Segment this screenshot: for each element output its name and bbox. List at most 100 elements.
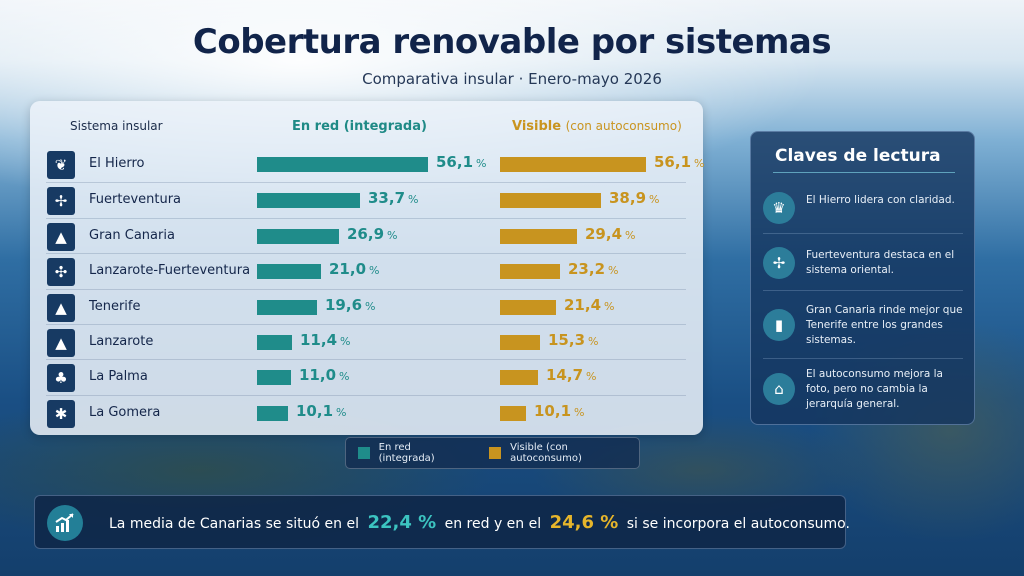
- bar-grid: [257, 157, 428, 172]
- bar-grid: [257, 228, 339, 244]
- data-label-visible: 15,3%: [548, 331, 598, 349]
- bar-grid: [257, 193, 360, 209]
- mountain-icon: ▲: [47, 222, 75, 251]
- data-label-unit: %: [340, 335, 351, 348]
- data-label-value: 19,6: [325, 295, 363, 314]
- bar-visible: [500, 299, 556, 315]
- data-label-visible: 23,2%: [568, 260, 618, 278]
- data-label-value: 56,1: [654, 153, 692, 171]
- data-label-grid: 56,1%: [436, 153, 486, 171]
- data-label-visible: 38,9%: [609, 189, 659, 207]
- legend-swatch-grid: [358, 447, 370, 459]
- summary-value-grid: 22,4 %: [367, 512, 437, 533]
- legend-item-grid: En red (integrada): [358, 442, 467, 464]
- chart-row: ✣ Lanzarote-Fuerteventura 21,0% 23,2%: [46, 253, 686, 288]
- key-insight-text: El autoconsumo mejora la foto, pero no c…: [806, 367, 943, 410]
- key-insight-item: ▮ Gran Canaria rinde mejor que Tenerife e…: [763, 290, 963, 358]
- chart-row: ✱ La Gomera 10,1% 10,1%: [46, 394, 686, 430]
- data-label-unit: %: [365, 299, 376, 313]
- summary-banner: La media de Canarias se situó en el 22,4…: [34, 495, 850, 549]
- data-label-grid: 19,6%: [325, 296, 375, 314]
- data-label-value: 10,1: [296, 401, 334, 420]
- pine-tree-icon: ♣: [47, 364, 75, 393]
- summary-value-visible: 24,6 %: [549, 512, 619, 533]
- category-label: Tenerife: [89, 298, 141, 314]
- data-label-unit: %: [336, 405, 347, 419]
- volcano-icon: ▲: [47, 329, 75, 357]
- solar-house-icon: ⌂: [763, 373, 795, 405]
- data-label-visible: 29,4%: [585, 225, 635, 243]
- data-label-grid: 33,7%: [368, 189, 418, 207]
- key-insight-text: Fuerteventura destaca en el sistema orie…: [806, 248, 955, 276]
- summary-text-c: si se incorpora el autoconsumo.: [626, 516, 850, 532]
- data-label-value: 11,0: [299, 366, 337, 385]
- page-subtitle: Comparativa insular · Enero-mayo 2026: [362, 70, 662, 88]
- bar-visible: [500, 335, 540, 350]
- summary-text-b: en red y en el: [444, 516, 542, 532]
- category-label: El Hierro: [89, 156, 145, 171]
- key-insight-item: ✢ Fuerteventura destaca en el sistema ori…: [763, 233, 963, 290]
- data-label-unit: %: [586, 370, 597, 384]
- data-label-visible: 14,7%: [546, 366, 596, 384]
- chart-row: ❦ El Hierro 56,1% 56,1%: [46, 147, 704, 182]
- column-header-grid: En red (integrada): [292, 119, 427, 134]
- summary-text: La media de Canarias se situó en el 22,4…: [109, 512, 850, 533]
- data-label-unit: %: [608, 264, 619, 278]
- chart-row: ▲ Gran Canaria 26,9% 29,4%: [46, 217, 686, 253]
- legend-item-visible: Visible (con autoconsumo): [489, 442, 639, 464]
- data-label-unit: %: [408, 193, 419, 207]
- data-label-unit: %: [369, 264, 380, 278]
- chart-row: ♣ La Palma 11,0% 14,7%: [46, 359, 686, 394]
- category-label: Fuerteventura: [89, 192, 182, 208]
- bar-visible: [500, 405, 526, 421]
- bar-grid: [257, 405, 288, 421]
- data-label-visible: 56,1%: [654, 153, 704, 171]
- data-label-value: 11,4: [300, 331, 338, 349]
- data-label-value: 21,4: [564, 295, 602, 314]
- key-insight-text: El Hierro lidera con claridad.: [806, 193, 955, 206]
- data-label-unit: %: [387, 228, 398, 242]
- data-label-value: 14,7: [546, 366, 584, 385]
- data-label-value: 33,7: [368, 189, 406, 208]
- data-label-value: 29,4: [585, 224, 623, 243]
- chart-row: ▲ Tenerife 19,6% 21,4%: [46, 288, 686, 324]
- bar-visible: [500, 193, 601, 209]
- column-header-visible-main: Visible: [512, 119, 562, 134]
- data-label-value: 21,0: [329, 260, 367, 279]
- legend-label-grid: En red (integrada): [378, 442, 435, 464]
- column-header-visible: Visible (con autoconsumo): [512, 119, 682, 134]
- wind-turbines-icon: ✣: [47, 258, 75, 287]
- chart-legend: En red (integrada) Visible (con autocons…: [345, 437, 640, 469]
- data-label-grid: 11,0%: [299, 366, 349, 384]
- category-label: Gran Canaria: [89, 227, 175, 243]
- volcano-icon: ▲: [47, 293, 75, 322]
- bar-visible: [500, 264, 560, 280]
- data-label-unit: %: [625, 228, 636, 242]
- bar-visible: [500, 157, 646, 172]
- tree-icon: ❦: [47, 151, 75, 179]
- key-insight-text: Gran Canaria rinde mejor que Tenerife en…: [806, 303, 963, 346]
- key-insights-title: Claves de lectura: [775, 146, 941, 166]
- key-insights-divider: [773, 172, 955, 173]
- data-label-value: 10,1: [534, 401, 572, 420]
- key-insights-panel: Claves de lectura ♛ El Hierro lidera con …: [750, 131, 975, 425]
- data-label-grid: 10,1%: [296, 402, 346, 420]
- column-header-system: Sistema insular: [70, 119, 163, 133]
- key-insight-item: ♛ El Hierro lidera con claridad.: [763, 182, 963, 233]
- data-label-unit: %: [574, 405, 585, 419]
- bar-visible: [500, 370, 538, 386]
- data-label-value: 56,1: [436, 153, 474, 171]
- bar-grid: [257, 370, 291, 386]
- data-label-unit: %: [694, 157, 705, 170]
- data-label-value: 38,9: [609, 189, 647, 208]
- data-label-visible: 21,4%: [564, 296, 614, 314]
- data-label-grid: 11,4%: [300, 331, 350, 349]
- chart-row: ✢ Fuerteventura 33,7% 38,9%: [46, 182, 686, 217]
- data-label-grid: 26,9%: [347, 225, 397, 243]
- trophy-icon: ♛: [763, 191, 795, 224]
- legend-label-visible: Visible (con autoconsumo): [510, 442, 582, 464]
- category-label: Lanzarote: [89, 334, 154, 349]
- bar-visible: [500, 228, 577, 244]
- column-header-visible-sub: (con autoconsumo): [565, 119, 682, 133]
- data-label-unit: %: [476, 157, 487, 170]
